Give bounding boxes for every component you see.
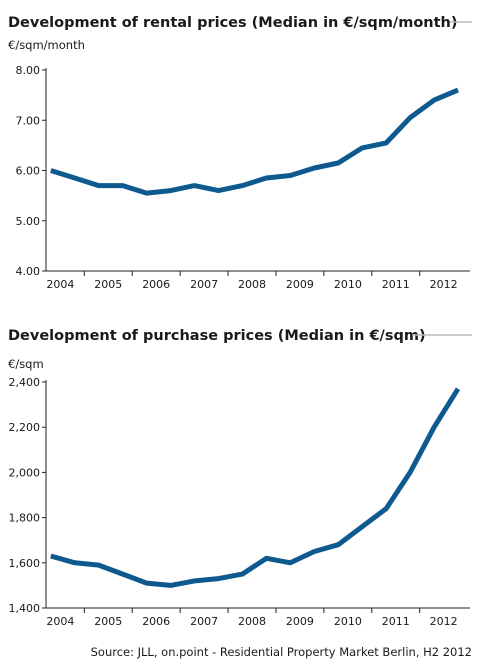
purchase-series-line [50,387,461,588]
rental-x-tick-label: 2006 [142,278,170,291]
source-note: Source: JLL, on.point - Residential Prop… [91,645,472,659]
rental-x-tick-label: 2009 [286,278,314,291]
purchase-y-tick-label: 2,000 [9,466,41,479]
rental-x-axis: 2004 2005 2006 2007 2008 2009 2010 2011 2012 [46,270,470,291]
rental-x-tick-label: 2011 [382,278,410,291]
purchase-y-tick-label: 2,200 [9,421,41,434]
rental-series [50,87,459,196]
purchase-x-tick-label: 2009 [286,615,314,628]
purchase-y-axis: 1,400 1,600 1,800 2,000 2,200 2,400 [9,376,47,615]
purchase-y-tick-label: 1,600 [9,557,41,570]
rental-x-tick-label: 2007 [190,278,218,291]
rental-y-unit: €/sqm/month [8,38,85,52]
purchase-chart: Development of purchase prices (Median i… [8,328,472,628]
purchase-x-tick-label: 2010 [334,615,362,628]
rental-y-tick-label: 6.00 [16,165,41,178]
purchase-x-tick-label: 2006 [142,615,170,628]
purchase-x-tick-label: 2012 [430,615,458,628]
purchase-x-tick-label: 2008 [238,615,266,628]
rental-x-tick-label: 2005 [94,278,122,291]
rental-y-tick-label: 8.00 [16,64,41,77]
rental-y-tick-label: 5.00 [16,215,41,228]
purchase-y-tick-label: 1,800 [9,512,41,525]
purchase-x-tick-label: 2004 [46,615,74,628]
rental-series-line [50,87,459,196]
purchase-x-axis: 2004 2005 2006 2007 2008 2009 2010 2011 2012 [46,607,470,628]
purchase-x-tick-label: 2011 [382,615,410,628]
purchase-y-tick-label: 1,400 [9,602,41,615]
purchase-y-unit: €/sqm [8,357,44,371]
rental-x-tick-label: 2008 [238,278,266,291]
purchase-series [50,387,461,588]
rental-x-tick-label: 2004 [46,278,74,291]
rental-y-tick-label: 4.00 [16,265,41,278]
rental-y-axis: 4.00 5.00 6.00 7.00 8.00 [16,64,47,278]
rental-x-tick-label: 2012 [430,278,458,291]
rental-chart: Development of rental prices (Median in … [8,15,472,291]
rental-y-tick-label: 7.00 [16,114,41,127]
purchase-x-tick-label: 2007 [190,615,218,628]
purchase-chart-title: Development of purchase prices (Median i… [8,328,426,344]
purchase-x-tick-label: 2005 [94,615,122,628]
purchase-y-tick-label: 2,400 [9,376,41,389]
rental-chart-title: Development of rental prices (Median in … [8,15,458,31]
rental-x-tick-label: 2010 [334,278,362,291]
